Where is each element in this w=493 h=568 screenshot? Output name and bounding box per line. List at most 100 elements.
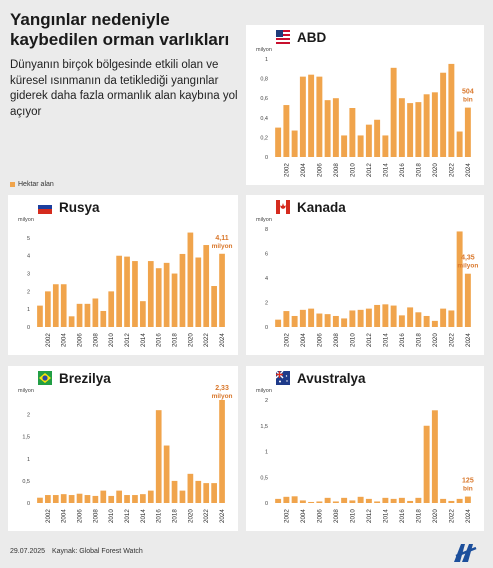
bar-2002 (45, 291, 51, 327)
bar-2005 (308, 308, 315, 327)
x-tick-label: 2014 (382, 333, 389, 347)
x-tick-label: 2006 (316, 509, 323, 523)
bar-2020 (431, 410, 438, 503)
bar-2010 (349, 108, 356, 157)
y-tick-label: 4 (27, 254, 30, 260)
y-tick-label: 0 (265, 325, 268, 331)
x-tick-label: 2016 (399, 333, 406, 347)
panel-name-kanada: Kanada (297, 200, 346, 215)
bar-2003 (291, 315, 298, 327)
x-tick-label: 2002 (283, 163, 290, 177)
panel-name-avustralya: Avustralya (297, 371, 366, 386)
x-tick-label: 2004 (300, 333, 307, 347)
bar-2017 (407, 307, 414, 327)
y-tick-label: 0,6 (260, 96, 268, 102)
bar-2021 (440, 72, 447, 157)
bar-2014 (140, 301, 146, 327)
bar-2022 (448, 500, 455, 503)
bar-2009 (100, 310, 107, 327)
x-tick-label: 2020 (432, 509, 439, 523)
bar-2010 (108, 495, 115, 503)
x-tick-label: 2022 (203, 333, 210, 347)
bar-2013 (374, 501, 381, 503)
bar-2002 (283, 105, 290, 157)
annotation-unit: milyon (457, 263, 478, 270)
unit-label: milyon (256, 47, 272, 53)
x-tick-label: 2004 (300, 163, 307, 177)
bar-2007 (84, 495, 91, 503)
y-tick-label: 1 (265, 450, 268, 456)
annotation-unit: milyon (212, 393, 233, 400)
x-tick-label: 2012 (366, 509, 373, 523)
bar-2016 (398, 98, 405, 157)
x-tick-label: 2018 (415, 163, 422, 177)
bar-2002 (45, 495, 51, 503)
x-tick-label: 2008 (92, 509, 99, 523)
bar-2024 (464, 273, 471, 327)
bar-2004 (299, 76, 306, 157)
bar-2004 (60, 494, 67, 503)
x-tick-label: 2002 (283, 333, 290, 347)
unit-label: milyon (18, 388, 34, 394)
bar-2006 (76, 493, 83, 503)
bar-2023 (211, 483, 217, 503)
y-tick-label: 0 (27, 501, 30, 507)
page-title: Yangınlar nedeniyle kaybedilen orman var… (10, 10, 230, 49)
bar-2014 (140, 494, 146, 503)
x-tick-label: 2004 (61, 333, 68, 347)
us-flag-icon (276, 30, 290, 45)
bar-2016 (155, 268, 162, 327)
bar-2018 (171, 480, 178, 503)
bar-2016 (398, 497, 405, 503)
bar-2022 (448, 310, 455, 327)
x-tick-label: 2018 (172, 333, 179, 347)
bar-2001 (275, 498, 282, 503)
bar-2012 (365, 124, 372, 157)
bar-2016 (398, 315, 405, 327)
x-tick-label: 2010 (349, 333, 356, 347)
y-tick-label: 1 (27, 307, 30, 313)
legend-swatch (10, 182, 15, 187)
x-tick-label: 2022 (448, 163, 455, 177)
bar-2019 (179, 253, 186, 327)
panel-avustralya: Avustralya milyon 0 0,5 1 1,5 2 2002 2004 2006 20… (246, 366, 484, 531)
bar-2024 (219, 253, 225, 327)
bar-2024 (219, 400, 225, 503)
annotation-unit: bin (463, 97, 473, 104)
bar-2014 (382, 135, 389, 157)
bar-2021 (440, 498, 447, 503)
footer-date: 29.07.2025 (10, 548, 46, 555)
bar-2020 (187, 473, 194, 503)
bar-2015 (390, 67, 397, 157)
bar-2013 (132, 495, 138, 503)
bar-2005 (308, 74, 315, 157)
bar-2001 (275, 127, 282, 157)
annotation-value: 2,33 (215, 385, 229, 392)
bar-2023 (211, 286, 217, 327)
bar-2010 (349, 500, 356, 503)
bar-2007 (324, 100, 331, 157)
bar-2013 (132, 261, 138, 327)
x-tick-label: 2010 (108, 333, 115, 347)
x-tick-label: 2012 (366, 333, 373, 347)
y-tick-label: 1 (27, 457, 30, 463)
bar-2019 (423, 94, 430, 157)
x-tick-label: 2010 (108, 509, 115, 523)
bar-2019 (423, 425, 430, 503)
x-tick-label: 2022 (448, 333, 455, 347)
x-tick-label: 2022 (448, 509, 455, 523)
x-tick-label: 2004 (300, 509, 307, 523)
unit-label: milyon (18, 217, 34, 223)
bar-2012 (124, 256, 130, 327)
y-tick-label: 2 (27, 413, 30, 419)
brazil-flag-icon (38, 371, 52, 386)
x-tick-label: 2014 (382, 163, 389, 177)
bar-2002 (283, 311, 290, 327)
bar-2004 (299, 500, 306, 503)
y-tick-label: 8 (265, 227, 268, 233)
bar-2007 (84, 303, 91, 327)
x-tick-label: 2014 (382, 509, 389, 523)
bar-2008 (332, 315, 339, 327)
bar-2001 (37, 497, 43, 503)
bar-2011 (357, 309, 364, 327)
